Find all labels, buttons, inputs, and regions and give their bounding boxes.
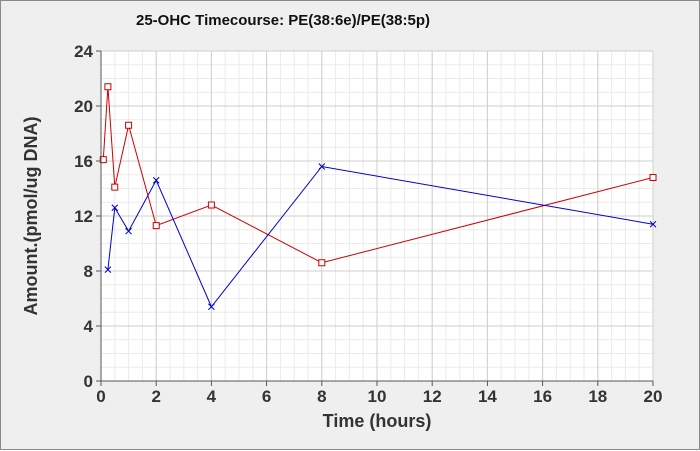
y-tick-label: 8 bbox=[84, 262, 93, 281]
x-tick-label: 0 bbox=[96, 387, 105, 406]
y-axis-ticks: 0 4 8 12 16 20 24 bbox=[74, 42, 101, 391]
series-1 bbox=[99, 83, 657, 267]
data-point-x bbox=[125, 227, 132, 235]
series-line bbox=[102, 86, 654, 264]
x-tick-label: 10 bbox=[368, 387, 387, 406]
chart-title: 25-OHC Timecourse: PE(38:6e)/PE(38:5p) bbox=[136, 12, 430, 29]
data-point-square bbox=[99, 156, 107, 164]
data-point-square bbox=[125, 121, 133, 129]
x-tick-label: 14 bbox=[478, 387, 497, 406]
series-2 bbox=[104, 163, 657, 311]
data-point-x bbox=[649, 220, 657, 228]
y-tick-label: 20 bbox=[74, 97, 93, 116]
data-point-x bbox=[104, 266, 112, 273]
x-axis-label: Time (hours) bbox=[323, 411, 432, 431]
x-tick-label: 16 bbox=[533, 387, 552, 406]
y-tick-label: 0 bbox=[84, 372, 93, 391]
x-tick-label: 12 bbox=[423, 387, 442, 406]
x-tick-label: 20 bbox=[644, 387, 663, 406]
data-point-x bbox=[318, 163, 326, 170]
x-axis-ticks: 0 2 4 6 8 10 12 14 16 18 20 bbox=[96, 381, 662, 406]
series-layer bbox=[99, 83, 657, 311]
x-tick-label: 8 bbox=[317, 387, 326, 406]
data-point-x bbox=[208, 303, 215, 311]
x-tick-label: 6 bbox=[262, 387, 271, 406]
data-point-square bbox=[111, 183, 119, 191]
y-tick-label: 16 bbox=[74, 152, 93, 171]
major-gridlines bbox=[100, 50, 654, 382]
data-point-square bbox=[318, 259, 326, 267]
y-tick-label: 12 bbox=[74, 207, 93, 226]
data-point-x bbox=[111, 204, 119, 212]
x-tick-label: 4 bbox=[207, 387, 217, 406]
data-point-square bbox=[104, 83, 112, 91]
x-tick-label: 2 bbox=[151, 387, 160, 406]
data-point-square bbox=[649, 174, 657, 181]
data-point-square bbox=[207, 201, 215, 209]
y-tick-label: 24 bbox=[74, 42, 93, 61]
data-point-x bbox=[152, 176, 160, 184]
x-tick-label: 18 bbox=[588, 387, 607, 406]
y-axis-label: Amount.(pmol/ug DNA) bbox=[21, 117, 41, 316]
y-tick-label: 4 bbox=[84, 317, 94, 336]
data-point-square bbox=[152, 222, 160, 230]
